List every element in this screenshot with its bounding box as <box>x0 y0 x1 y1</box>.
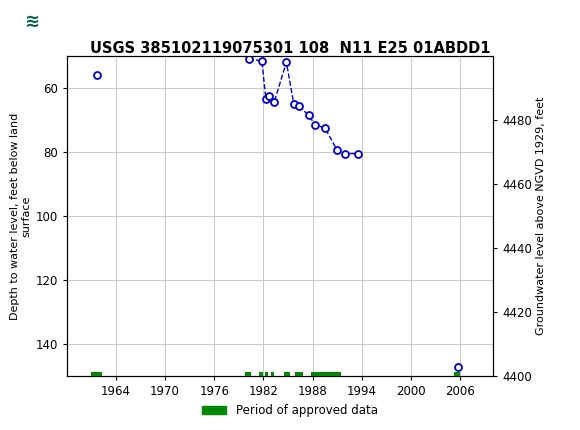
Bar <box>91 372 102 376</box>
Bar <box>245 372 251 376</box>
Bar <box>454 372 460 376</box>
Y-axis label: Groundwater level above NGVD 1929, feet: Groundwater level above NGVD 1929, feet <box>536 97 546 335</box>
Bar <box>271 372 274 376</box>
Y-axis label: Depth to water level, feet below land
surface: Depth to water level, feet below land su… <box>9 113 31 319</box>
Legend: Period of approved data: Period of approved data <box>198 399 382 422</box>
Text: ≋: ≋ <box>24 12 39 31</box>
Bar <box>284 372 289 376</box>
Text: USGS 385102119075301 108  N11 E25 01ABDD1: USGS 385102119075301 108 N11 E25 01ABDD1 <box>90 41 490 56</box>
FancyBboxPatch shape <box>6 4 64 41</box>
Bar <box>295 372 303 376</box>
Text: USGS: USGS <box>81 14 136 31</box>
Bar <box>265 372 269 376</box>
Bar <box>311 372 342 376</box>
Bar <box>259 372 263 376</box>
